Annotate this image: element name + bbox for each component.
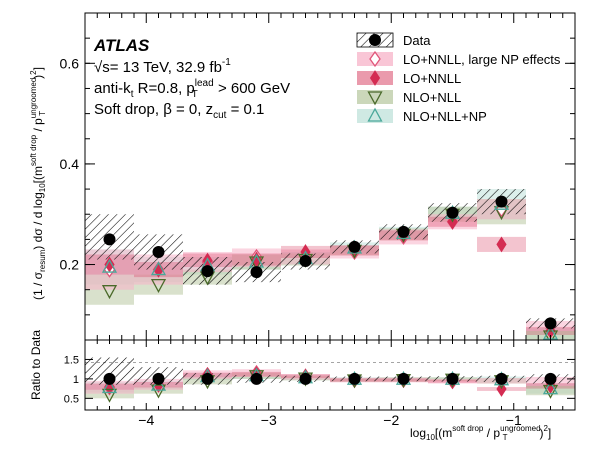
data-point <box>299 255 312 268</box>
legend-swatch-nlo-nll-np <box>357 109 393 123</box>
nlo-nll-np-point <box>101 258 118 273</box>
nlo-nll-np-ratio-point <box>101 379 118 394</box>
legend-label-nlo-nll-np: NLO+NLL+NP <box>403 109 487 124</box>
nlo-nll-point <box>542 330 559 340</box>
main-y-axis: 0.2 0.4 0.6 <box>60 12 575 341</box>
y-tick-label-ratio: 1.5 <box>64 354 79 366</box>
x-tick-label: −2 <box>383 412 399 428</box>
energy-label: √s= 13 TeV, 32.9 fb-1 <box>94 57 231 76</box>
softdrop-label: Soft drop, β = 0, zcut = 0.1 <box>94 101 264 121</box>
legend: Data LO+NNLL, large NP effects LO+NNLL NLO+… <box>356 32 561 124</box>
main-markers <box>101 195 559 340</box>
nlo-nll-ratio-point <box>150 384 167 399</box>
legend-label-lo-nnll-large-np-effects: LO+NNLL, large NP effects <box>403 52 561 67</box>
data-point <box>348 240 361 253</box>
nlo-nll-point <box>248 256 265 271</box>
legend-marker-lo-nnll-large-np-effects <box>369 50 381 68</box>
ratio-panel: 0.5 1 1.5 −4 −3 −2 −1 <box>64 339 576 428</box>
main-x-ticks <box>84 13 576 340</box>
y-tick-label-main: 0.4 <box>60 156 80 172</box>
legend-marker-lo-nnll <box>369 70 381 86</box>
data-ratio-point <box>544 372 557 385</box>
nlo-nll-point <box>101 285 118 300</box>
data-point <box>103 233 116 246</box>
ratio-x-axis: −4 −3 −2 −1 <box>84 340 576 428</box>
main-panel: 0.2 0.4 0.6 <box>60 12 576 341</box>
legend-marker-nlo-nll <box>367 91 383 106</box>
data-ratio-point <box>348 372 361 385</box>
nlo-nll-np-ratio-point <box>542 380 559 395</box>
data-ratio-point <box>152 372 165 385</box>
data-ratio-point <box>446 372 459 385</box>
info-block: ATLAS √s= 13 TeV, 32.9 fb-1 anti-kt R=0.… <box>93 36 290 121</box>
legend-label-data: Data <box>403 33 431 48</box>
nlo-nll-point <box>150 279 167 294</box>
legend-label-nlo-nll: NLO+NLL <box>403 90 461 105</box>
data-point <box>152 245 165 258</box>
data-ratio-point <box>250 372 263 385</box>
ratio-y-axis: 0.5 1 1.5 <box>64 354 575 405</box>
legend-marker-data <box>369 34 381 46</box>
y-tick-label-ratio: 0.5 <box>64 393 79 405</box>
x-tick-label: −4 <box>138 412 154 428</box>
ratio-markers <box>101 364 559 403</box>
nlo-nll-ratio-point <box>542 384 559 399</box>
data-ratio-point <box>495 372 508 385</box>
legend-label-lo-nnll: LO+NNLL <box>403 71 461 86</box>
data-ratio-point <box>201 372 214 385</box>
y-axis-title-main: (1 / σresum) dσ / d log10[(msoft drop / … <box>29 67 47 300</box>
legend-swatch-nlo-nll <box>357 90 393 104</box>
nlo-nll-np-ratio-point <box>150 376 167 391</box>
data-point <box>201 265 214 278</box>
x-axis-title: log10[(msoft drop / pungroomed T)2] <box>410 424 551 442</box>
legend-marker-nlo-nll-np <box>367 107 383 122</box>
y-tick-label-ratio: 1 <box>73 374 79 386</box>
data-point <box>544 317 557 330</box>
data-ratio-point <box>103 372 116 385</box>
data-point <box>495 195 508 208</box>
data-point <box>397 225 410 238</box>
nlo-nll-ratio-point <box>101 388 118 403</box>
y-tick-label-main: 0.2 <box>60 257 80 273</box>
y-axis-title-ratio: Ratio to Data <box>29 330 43 400</box>
x-tick-label: −1 <box>506 412 522 428</box>
nlo-nll-np-point <box>150 261 167 276</box>
lo-nnll-point <box>496 236 507 253</box>
data-point <box>446 206 459 219</box>
y-tick-label-main: 0.6 <box>60 55 80 71</box>
x-tick-label: −3 <box>261 412 277 428</box>
data-ratio-point <box>397 372 410 385</box>
experiment-label: ATLAS <box>93 36 150 55</box>
data-ratio-point <box>299 372 312 385</box>
jet-label: anti-kt R=0.8, plead T > 600 GeV <box>94 78 290 100</box>
data-point <box>250 266 263 279</box>
